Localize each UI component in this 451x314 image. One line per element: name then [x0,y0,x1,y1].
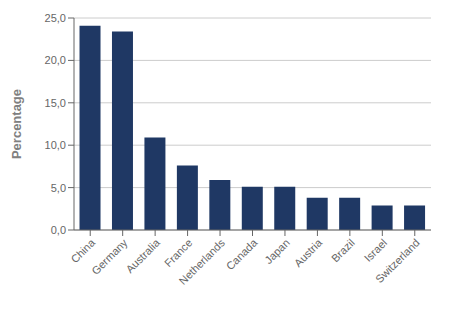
svg-text:15,0: 15,0 [45,97,66,109]
svg-text:10,0: 10,0 [45,139,66,151]
svg-text:Japan: Japan [262,236,292,266]
svg-text:Israel: Israel [362,236,390,264]
svg-text:China: China [68,236,97,265]
svg-text:Germany: Germany [89,236,130,277]
svg-text:Canada: Canada [224,236,260,272]
svg-text:Switzerland: Switzerland [373,236,422,285]
svg-text:20,0: 20,0 [45,54,66,66]
svg-text:Brazil: Brazil [329,236,357,264]
svg-text:Austria: Austria [292,236,325,269]
svg-text:Netherlands: Netherlands [177,236,228,287]
svg-text:5,0: 5,0 [51,182,66,194]
svg-text:25,0: 25,0 [45,12,66,24]
svg-text:0,0: 0,0 [51,224,66,236]
svg-text:France: France [161,236,195,270]
svg-text:Percentage: Percentage [9,89,24,159]
svg-text:Australia: Australia [123,236,162,275]
